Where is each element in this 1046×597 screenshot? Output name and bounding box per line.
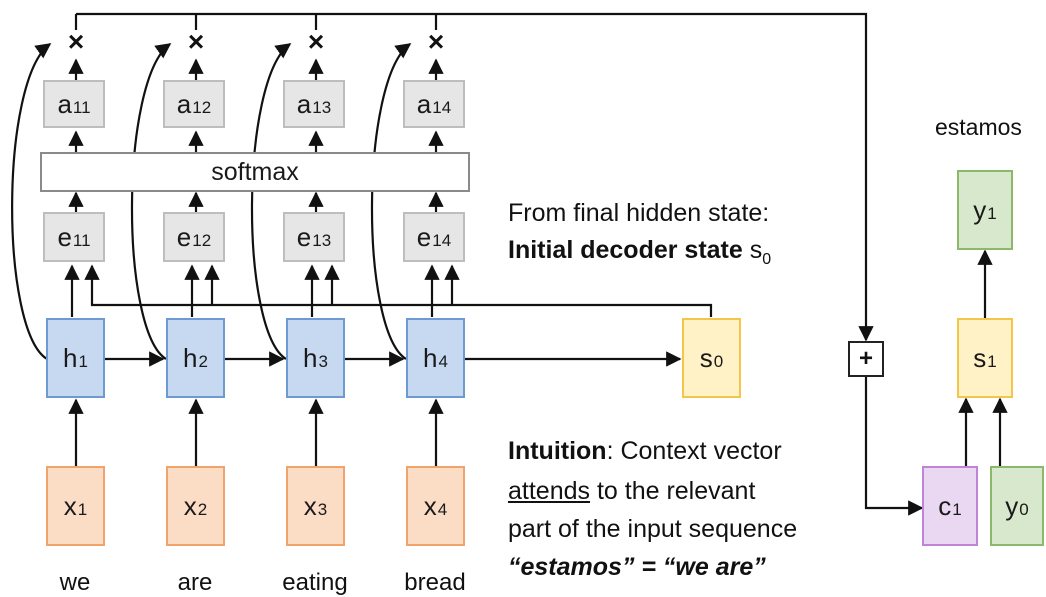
score-e12: e 12 bbox=[163, 212, 225, 262]
weight-a14: a 14 bbox=[403, 80, 465, 128]
curve-h2-mult bbox=[130, 43, 172, 360]
curve-h3-mult bbox=[250, 43, 292, 360]
weight-a12: a 12 bbox=[163, 80, 225, 128]
annotation-sym: s bbox=[749, 236, 763, 264]
input-word-3: eating bbox=[282, 569, 348, 596]
multiply-symbol-3: × bbox=[307, 26, 325, 57]
curve-h4-mult bbox=[370, 43, 412, 360]
output-word: estamos bbox=[935, 114, 1022, 140]
intuition-line-4: “estamos” = “we are” bbox=[508, 553, 766, 581]
weight-a11: a 11 bbox=[43, 80, 105, 128]
arrow-plus-c1 bbox=[864, 377, 924, 516]
intuition-rest-1: : Context vector bbox=[606, 437, 782, 465]
context-sum-line bbox=[76, 12, 874, 342]
plus-node: + bbox=[848, 341, 884, 377]
multiply-symbol-1: × bbox=[67, 26, 85, 57]
intuition-line-1: Intuition: Context vector bbox=[508, 434, 782, 469]
multiply-symbol-2: × bbox=[187, 26, 205, 57]
intuition-attends: attends bbox=[508, 477, 591, 505]
intuition-heading: Intuition bbox=[508, 437, 607, 465]
annotation-line-2: Initial decoder state s0 bbox=[508, 233, 771, 277]
intuition-line-2: attends to the relevant bbox=[508, 474, 755, 509]
score-e13: e 13 bbox=[283, 212, 345, 262]
softmax-layer: softmax bbox=[40, 152, 470, 192]
annotation-bold: Initial decoder state bbox=[508, 236, 743, 264]
weight-a13: a 13 bbox=[283, 80, 345, 128]
intuition-line-3: part of the input sequence bbox=[508, 515, 798, 543]
score-e11: e 11 bbox=[43, 212, 105, 262]
intuition-rest-2: to the relevant bbox=[590, 477, 756, 505]
annotation-line-1: From final hidden state: bbox=[508, 199, 770, 227]
input-word-2: are bbox=[177, 569, 213, 596]
input-word-1: we bbox=[59, 569, 91, 596]
arrow-s0-e11 bbox=[84, 264, 713, 317]
score-e14: e 14 bbox=[403, 212, 465, 262]
annotation-sub: 0 bbox=[762, 251, 772, 268]
multiply-symbol-4: × bbox=[427, 26, 445, 57]
input-word-4: bread bbox=[404, 569, 466, 596]
curve-h1-mult bbox=[11, 43, 52, 360]
